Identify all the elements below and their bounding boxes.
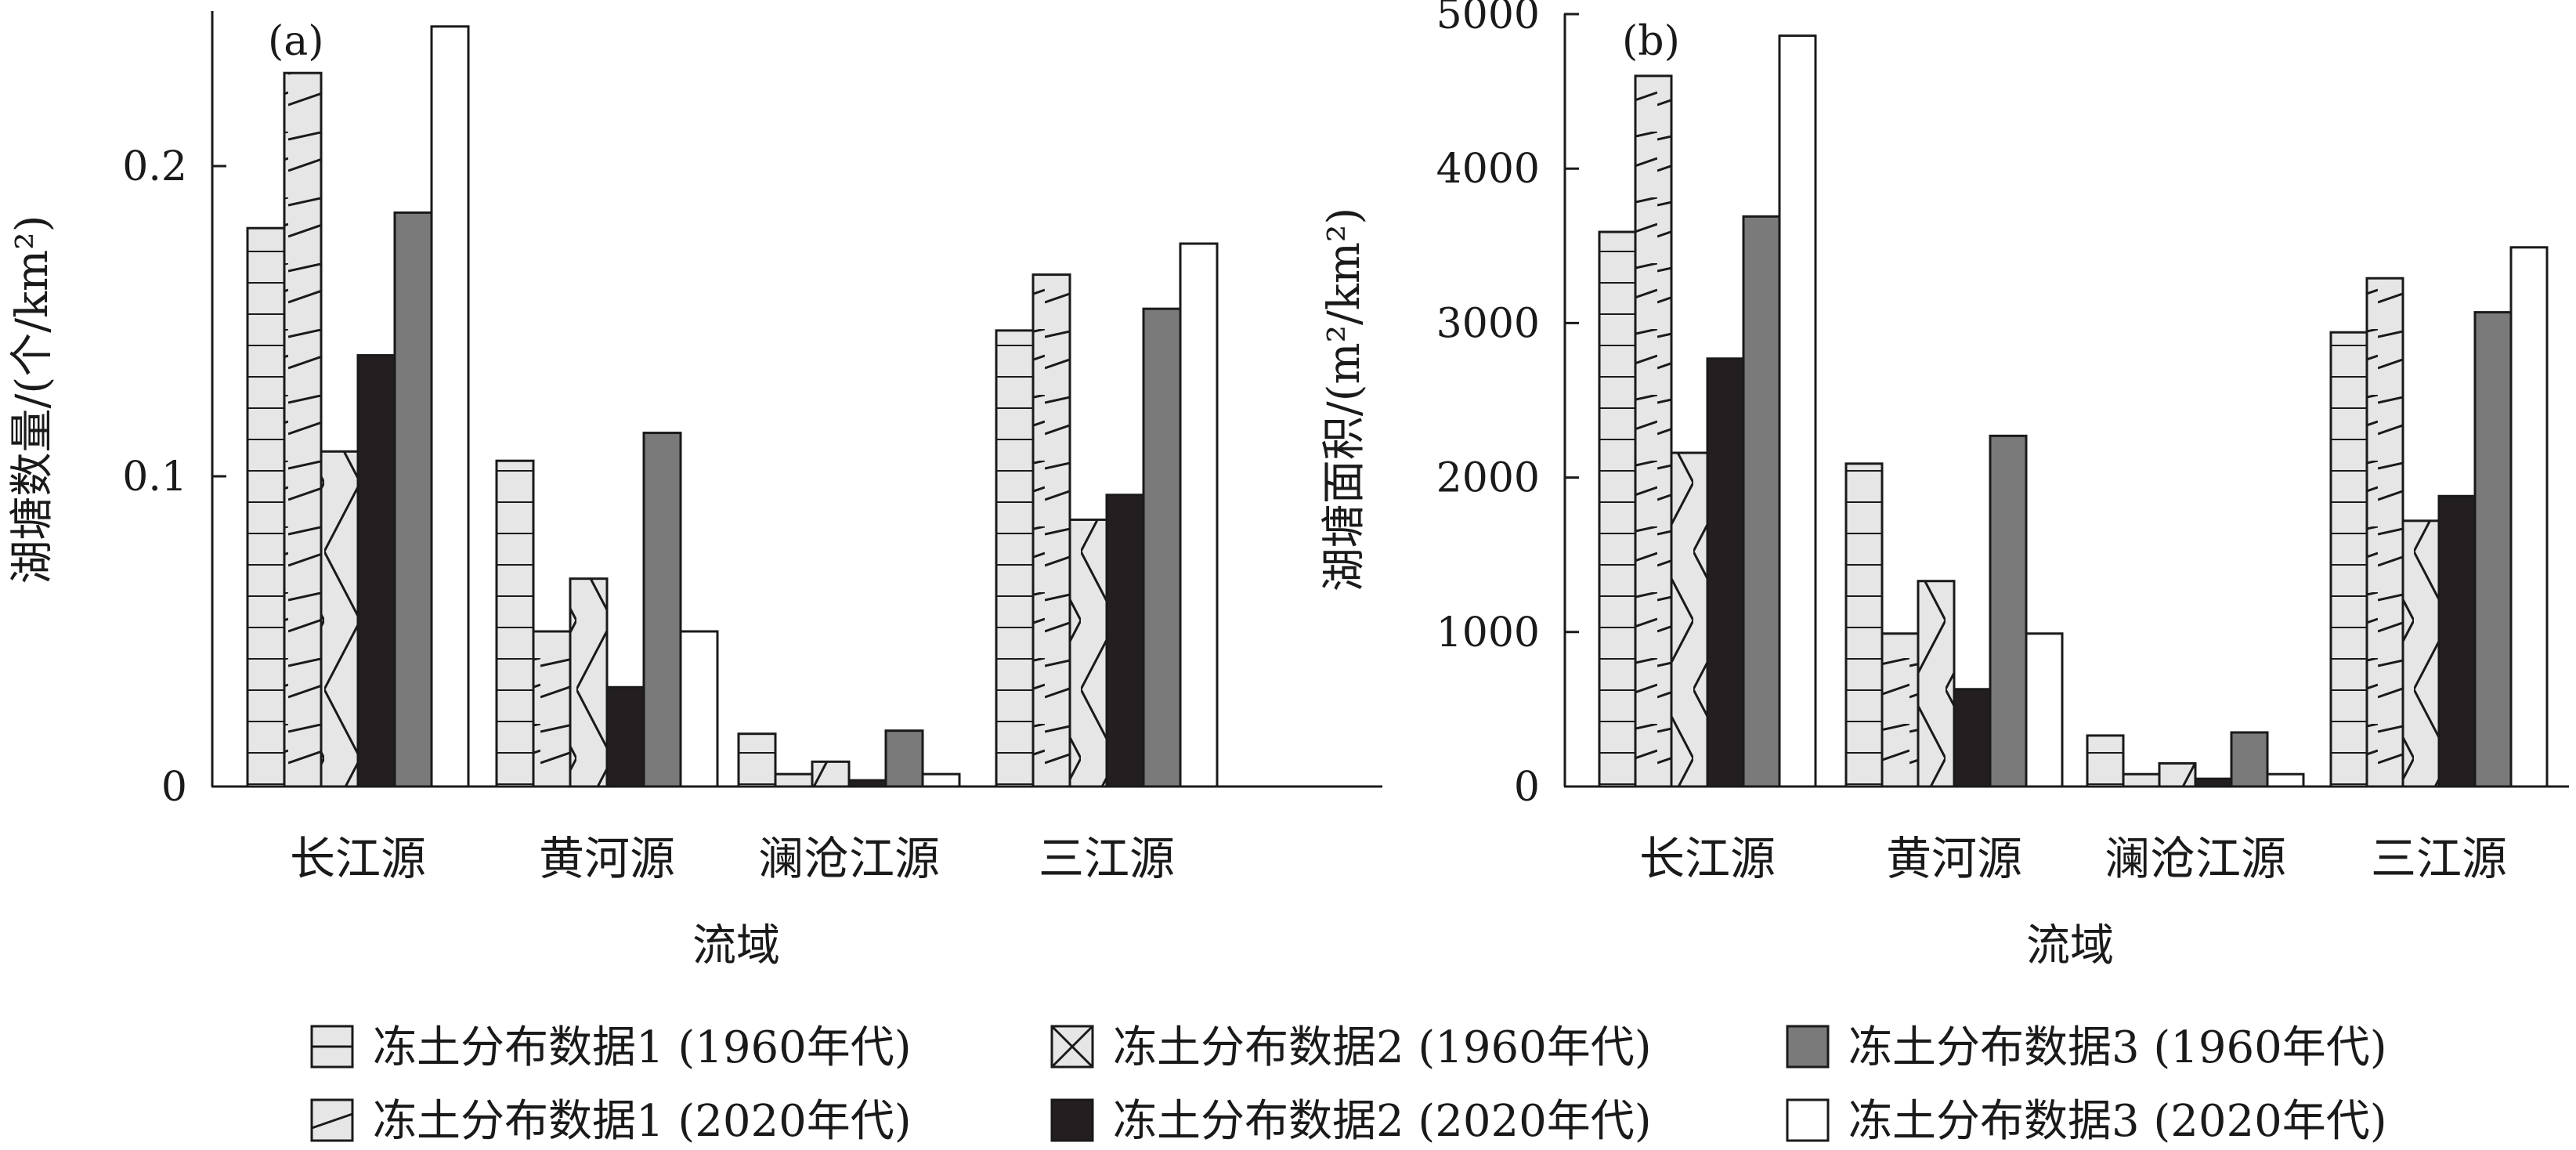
bar-5-3 xyxy=(884,729,924,788)
bar-3-1 xyxy=(1670,451,1709,788)
bar-6-4 xyxy=(1179,242,1219,788)
legend-label: 冻土分布数据3 (1960年代) xyxy=(1848,1022,2387,1073)
legend-item: 冻土分布数据2 (2020年代) xyxy=(1050,1096,1652,1147)
x-tick-label: 黄河源 xyxy=(539,832,675,885)
bar-5-2 xyxy=(642,432,682,788)
y-tick-label: 0.1 xyxy=(122,454,187,501)
x-tick-label: 长江源 xyxy=(1639,832,1776,885)
y-tick-label: 2000 xyxy=(1436,455,1540,502)
legend-label: 冻土分布数据2 (2020年代) xyxy=(1113,1096,1652,1147)
legend-swatch xyxy=(1050,1098,1094,1142)
legend-label: 冻土分布数据3 (2020年代) xyxy=(1848,1096,2387,1147)
bar-6-3 xyxy=(2266,772,2305,788)
x-tick-label: 三江源 xyxy=(1039,832,1175,885)
bar-1-1 xyxy=(1598,230,1637,788)
bar-6-1 xyxy=(1778,34,1817,788)
legend-item: 冻土分布数据1 (2020年代) xyxy=(310,1096,912,1147)
legend-swatch xyxy=(1786,1098,1830,1142)
bar-2-4 xyxy=(2365,277,2404,788)
bar-4-1 xyxy=(356,354,396,788)
bar-1-2 xyxy=(1844,462,1884,788)
y-tick-label: 0 xyxy=(161,764,187,811)
legend-label: 冻土分布数据2 (1960年代) xyxy=(1113,1022,1652,1073)
legend-label: 冻土分布数据1 (1960年代) xyxy=(373,1022,912,1073)
bar-4-4 xyxy=(1105,494,1145,788)
panel-label: (a) xyxy=(268,18,324,65)
bar-6-2 xyxy=(679,630,719,788)
x-tick-label: 长江源 xyxy=(290,832,426,885)
bar-3-2 xyxy=(569,577,609,788)
legend-label: 冻土分布数据1 (2020年代) xyxy=(373,1096,912,1147)
y-tick-label: 3000 xyxy=(1436,300,1540,347)
bar-2-2 xyxy=(1881,632,1920,788)
bar-5-4 xyxy=(2473,311,2513,788)
bar-5-4 xyxy=(1142,307,1182,788)
x-tick-label: 澜沧江源 xyxy=(758,832,940,885)
bar-1-4 xyxy=(2329,331,2368,788)
bar-1-4 xyxy=(995,329,1035,788)
bars-group xyxy=(1598,34,2549,788)
y-ticks: 0 1000 2000 3000 4000 5000 xyxy=(1436,0,1579,811)
x-axis-title: 流域 xyxy=(2026,920,2114,971)
bar-3-1 xyxy=(320,450,359,788)
bar-6-4 xyxy=(2509,246,2549,788)
y-tick-label: 1000 xyxy=(1436,609,1540,656)
bar-6-2 xyxy=(2025,632,2064,788)
bar-2-1 xyxy=(283,71,323,788)
chart-panel-a: (a) 0 0.1 0.2 长江源 黄河源 澜沧江源 三江源 湖塘数量/(个/km²) 流… xyxy=(7,11,1382,971)
y-axis-title: 湖塘面积/(m²/km²) xyxy=(1319,208,1370,591)
legend-item: 冻土分布数据3 (1960年代) xyxy=(1786,1022,2387,1073)
legend-swatch xyxy=(1786,1025,1830,1069)
y-axis-title: 湖塘数量/(个/km²) xyxy=(7,215,58,584)
bar-1-2 xyxy=(495,459,535,788)
bar-3-4 xyxy=(1068,518,1108,788)
bar-5-1 xyxy=(1742,215,1781,788)
bar-5-2 xyxy=(1989,434,2028,788)
bar-3-4 xyxy=(2401,519,2441,788)
bar-6-1 xyxy=(430,25,470,788)
bar-2-3 xyxy=(774,772,814,788)
legend-item: 冻土分布数据3 (2020年代) xyxy=(1786,1096,2387,1147)
bar-4-2 xyxy=(605,685,645,788)
y-ticks: 0 0.1 0.2 xyxy=(122,143,226,811)
x-tick-label: 澜沧江源 xyxy=(2105,832,2286,885)
bars-group xyxy=(246,25,1219,788)
y-tick-label: 0.2 xyxy=(122,143,187,190)
bar-5-3 xyxy=(2230,731,2269,788)
y-tick-label: 4000 xyxy=(1436,146,1540,193)
legend: 冻土分布数据1 (1960年代) 冻土分布数据2 (1960年代) 冻土分布数据3 … xyxy=(310,1022,2387,1147)
bar-3-2 xyxy=(1917,580,1956,788)
x-tick-label: 黄河源 xyxy=(1886,832,2022,885)
bar-4-1 xyxy=(1706,357,1745,788)
y-tick-label: 0 xyxy=(1514,764,1540,811)
bar-2-2 xyxy=(532,630,572,788)
x-ticks: 长江源 黄河源 澜沧江源 三江源 xyxy=(290,832,1175,885)
bar-6-3 xyxy=(921,772,961,788)
bar-2-1 xyxy=(1634,74,1673,788)
bar-1-3 xyxy=(2086,734,2125,788)
bar-4-2 xyxy=(1953,688,1992,788)
bar-1-3 xyxy=(737,732,777,788)
bar-3-3 xyxy=(2158,761,2197,788)
x-axis-title: 流域 xyxy=(692,920,780,971)
legend-item: 冻土分布数据2 (1960年代) xyxy=(1050,1022,1652,1073)
bar-1-1 xyxy=(246,226,286,788)
bar-2-3 xyxy=(2122,772,2161,788)
bar-4-4 xyxy=(2437,494,2477,788)
bar-5-1 xyxy=(393,211,433,788)
bar-3-3 xyxy=(811,760,851,788)
x-ticks: 长江源 黄河源 澜沧江源 三江源 xyxy=(1639,832,2507,885)
x-tick-label: 三江源 xyxy=(2371,832,2507,885)
legend-item: 冻土分布数据1 (1960年代) xyxy=(310,1022,912,1073)
bar-2-4 xyxy=(1031,273,1071,788)
panel-label: (b) xyxy=(1622,18,1680,65)
y-tick-label: 5000 xyxy=(1436,0,1540,38)
